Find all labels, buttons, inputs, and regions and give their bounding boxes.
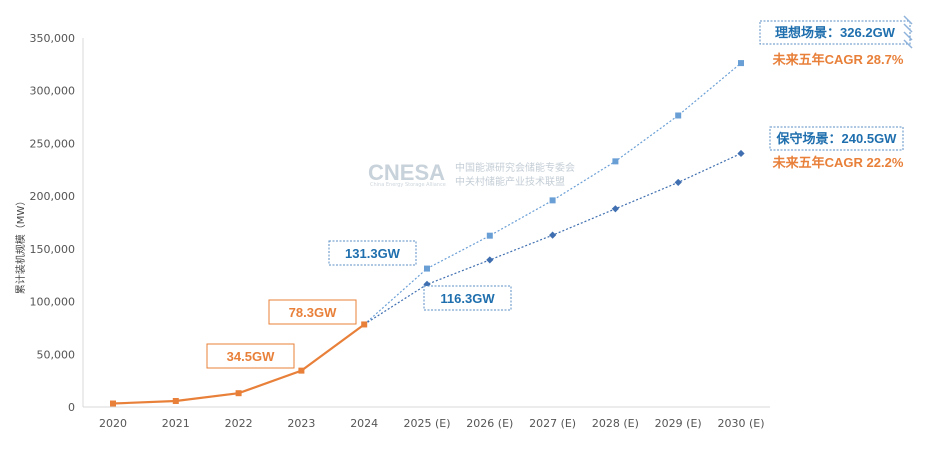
y-tick-label: 250,000 (30, 137, 76, 150)
callout-ideal-scenario-text: 理想场景：326.2GW (775, 25, 896, 40)
conservative-point (737, 149, 745, 158)
x-tick-label: 2027 (E) (529, 417, 576, 430)
x-tick-label: 2025 (E) (403, 417, 450, 430)
watermark-line2: 中关村储能产业技术联盟 (455, 175, 565, 188)
y-tick-label: 350,000 (30, 32, 76, 45)
x-tick-label: 2028 (E) (592, 417, 639, 430)
y-tick-label: 150,000 (30, 243, 76, 256)
callout-34-5gw-text: 34.5GW (227, 349, 275, 364)
watermark-tagline: China Energy Storage Alliance (370, 182, 446, 188)
x-tick-label: 2024 (350, 417, 378, 430)
callout-ideal-scenario: 理想场景：326.2GW (759, 15, 913, 49)
ideal-point (612, 158, 619, 165)
x-tick-label: 2030 (E) (717, 417, 764, 430)
ideal-point (486, 232, 493, 239)
callout-131-3gw: 131.3GW (328, 240, 417, 266)
callout-116-3gw-text: 116.3GW (440, 291, 495, 306)
x-tick-label: 2021 (162, 417, 190, 430)
y-tick-label: 50,000 (37, 348, 76, 361)
callout-conservative-cagr-text: 未来五年CAGR 22.2% (772, 155, 904, 170)
callout-78-3gw: 78.3GW (268, 299, 357, 325)
y-axis-label: 累计装机规模（MW） (14, 196, 27, 295)
callout-131-3gw-text: 131.3GW (345, 246, 401, 261)
callout-34-5gw: 34.5GW (206, 343, 295, 369)
callout-116-3gw: 116.3GW (423, 285, 512, 311)
ideal-point (738, 60, 744, 67)
callout-conservative-scenario-text: 保守场景：240.5GW (776, 131, 898, 146)
y-tick-label: 200,000 (30, 190, 76, 203)
watermark: CNESA 中国能源研究会储能专委会 中关村储能产业技术联盟 China Ene… (368, 160, 575, 188)
historical-point (361, 321, 368, 328)
callout-conservative-scenario: 保守场景：240.5GW (769, 126, 904, 151)
series-markers (110, 60, 745, 407)
y-tick-label: 300,000 (30, 85, 76, 98)
conservative-point (674, 178, 682, 187)
x-tick-label: 2026 (E) (466, 417, 513, 430)
ideal-line (363, 62, 742, 325)
ideal-point (675, 112, 682, 119)
hatch-decoration (903, 15, 913, 49)
x-tick-label: 2020 (99, 417, 127, 430)
historical-point (172, 397, 179, 404)
y-tick-label: 100,000 (30, 296, 76, 309)
ideal-point (424, 265, 430, 272)
watermark-brand: CNESA (368, 160, 445, 185)
conservative-point (549, 231, 557, 239)
watermark-line1: 中国能源研究会储能专委会 (455, 161, 575, 174)
ideal-point (549, 197, 556, 204)
callout-78-3gw-text: 78.3GW (289, 305, 337, 320)
x-tick-labels: 2020 2021 2022 2023 2024 2025 (E) 2026 (E) 2027… (99, 417, 765, 430)
y-tick-labels: 0 50,000 100,000 150,000 200,000 250,000 300,0… (30, 32, 76, 414)
x-tick-label: 2029 (E) (655, 417, 702, 430)
callout-ideal-cagr-text: 未来五年CAGR 28.7% (772, 52, 904, 67)
historical-point (110, 400, 116, 407)
historical-point (298, 367, 305, 374)
historical-point (235, 390, 242, 397)
y-tick-label: 0 (68, 401, 75, 414)
conservative-point (486, 256, 494, 264)
conservative-point (611, 205, 619, 213)
x-tick-label: 2023 (287, 417, 315, 430)
x-tick-label: 2022 (225, 417, 253, 430)
